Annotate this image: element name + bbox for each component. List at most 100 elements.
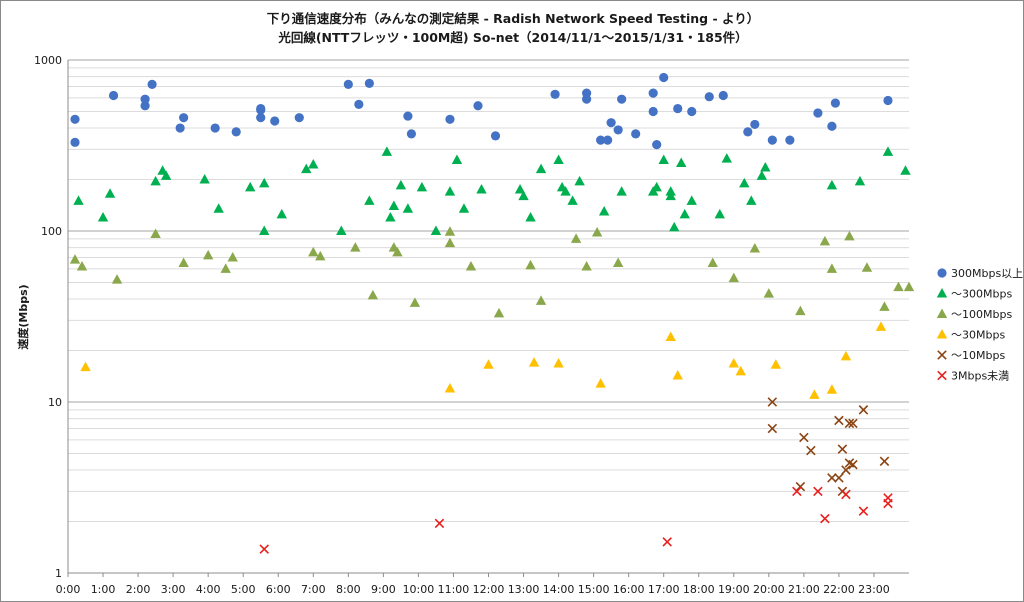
data-point-series-4 xyxy=(848,459,858,470)
data-point-series-1 xyxy=(658,154,669,165)
data-point-series-2 xyxy=(444,226,456,236)
data-point-series-4 xyxy=(834,473,844,483)
data-point-series-3 xyxy=(483,359,494,369)
data-point-series-2 xyxy=(178,257,189,267)
data-point-series-2 xyxy=(409,297,421,307)
data-point-series-1 xyxy=(567,195,578,205)
data-point-series-1 xyxy=(416,181,428,192)
x-marker-stroke xyxy=(841,465,851,475)
data-point-series-2 xyxy=(707,257,718,267)
data-point-series-0 xyxy=(718,90,728,101)
data-point-series-2 xyxy=(111,274,123,284)
data-point-series-0 xyxy=(231,127,241,137)
data-point-series-4 xyxy=(767,397,778,407)
data-point-series-2 xyxy=(826,263,838,273)
data-point-series-1 xyxy=(686,195,697,205)
data-point-series-0 xyxy=(550,89,560,99)
data-point-series-0 xyxy=(256,103,266,114)
data-point-series-2 xyxy=(493,307,505,318)
data-point-series-0 xyxy=(147,79,157,89)
x-tick-label: 3:00 xyxy=(161,583,186,596)
y-tick-label: 100 xyxy=(41,225,62,238)
data-point-series-0 xyxy=(70,114,80,124)
data-point-series-1 xyxy=(395,179,407,190)
data-point-series-1 xyxy=(458,203,470,213)
x-marker-stroke xyxy=(841,489,851,500)
data-point-series-0 xyxy=(767,135,777,145)
x-tick-label: 8:00 xyxy=(336,583,361,596)
data-point-series-2 xyxy=(444,237,456,248)
data-point-series-3 xyxy=(770,359,782,369)
data-point-series-4 xyxy=(844,418,855,429)
x-marker-stroke xyxy=(858,506,869,516)
data-point-series-0 xyxy=(490,131,501,141)
x-marker-stroke xyxy=(937,370,947,381)
x-marker-stroke xyxy=(259,544,269,554)
data-point-series-2 xyxy=(69,254,81,264)
data-point-series-1 xyxy=(388,200,400,211)
data-point-series-0 xyxy=(830,98,841,108)
y-tick-label: 1000 xyxy=(34,54,62,67)
data-point-series-3 xyxy=(728,357,739,368)
x-marker-stroke xyxy=(799,432,809,443)
legend-marker-3 xyxy=(936,329,948,339)
x-marker-stroke xyxy=(834,415,844,426)
data-point-series-0 xyxy=(617,94,627,104)
data-point-series-1 xyxy=(669,221,680,232)
data-point-series-4 xyxy=(841,465,851,475)
data-point-series-3 xyxy=(826,384,838,394)
data-point-series-5 xyxy=(820,513,830,524)
y-axis-label: 速度(Mbps) xyxy=(16,284,30,349)
data-point-series-1 xyxy=(385,211,396,222)
x-marker-stroke xyxy=(820,513,830,524)
x-marker-stroke xyxy=(834,473,844,483)
x-tick-label: 18:00 xyxy=(683,583,715,596)
data-point-series-2 xyxy=(879,301,890,311)
gridlines xyxy=(68,59,909,574)
data-point-series-4 xyxy=(837,444,848,454)
data-point-series-0 xyxy=(406,129,417,139)
data-point-series-1 xyxy=(651,181,662,192)
data-point-series-0 xyxy=(631,129,641,139)
data-point-series-3 xyxy=(553,357,564,368)
data-point-series-0 xyxy=(648,88,658,98)
data-point-series-1 xyxy=(746,195,757,205)
data-point-series-1 xyxy=(451,154,463,165)
data-point-series-1 xyxy=(616,186,627,196)
data-point-series-3 xyxy=(528,357,540,367)
legend-label-2: 〜100Mbps xyxy=(951,308,1012,321)
data-point-series-0 xyxy=(294,113,304,123)
x-tick-label: 7:00 xyxy=(301,583,326,596)
legend-label-0: 300Mbps以上 xyxy=(951,267,1023,280)
x-tick-label: 20:00 xyxy=(753,583,785,596)
data-point-series-0 xyxy=(659,72,669,83)
data-point-series-0 xyxy=(210,123,220,133)
data-point-series-1 xyxy=(676,157,687,167)
data-point-series-0 xyxy=(140,94,150,104)
data-point-series-1 xyxy=(514,183,526,194)
data-point-series-0 xyxy=(743,127,753,137)
data-point-series-2 xyxy=(591,227,603,237)
legend-marker-1 xyxy=(936,288,948,298)
data-point-series-1 xyxy=(160,170,172,180)
data-point-series-0 xyxy=(785,135,795,145)
data-point-series-1 xyxy=(336,225,347,235)
data-point-series-0 xyxy=(652,140,662,150)
legend-label-1: 〜300Mbps xyxy=(951,288,1012,301)
data-point-series-4 xyxy=(806,445,816,456)
data-point-series-3 xyxy=(875,321,887,331)
data-point-series-1 xyxy=(97,211,109,222)
y-tick-label: 1 xyxy=(55,567,62,580)
data-point-series-4 xyxy=(799,432,809,443)
data-point-series-3 xyxy=(809,389,820,399)
data-point-series-5 xyxy=(259,544,269,554)
x-tick-label: 15:00 xyxy=(578,583,610,596)
data-point-series-1 xyxy=(259,177,270,188)
x-tick-label: 16:00 xyxy=(613,583,645,596)
data-point-series-2 xyxy=(728,272,739,283)
data-point-series-2 xyxy=(844,230,855,241)
tick-labels: 1 10 100 1000 0:00 1:00 2:00 3:00 4:00 5:00 6:00 7:… xyxy=(34,54,890,596)
data-point-series-1 xyxy=(518,190,529,201)
data-point-series-1 xyxy=(525,211,536,222)
